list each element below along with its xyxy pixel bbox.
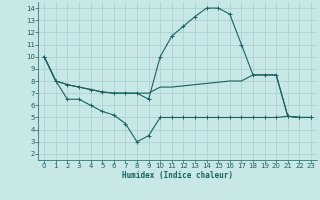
X-axis label: Humidex (Indice chaleur): Humidex (Indice chaleur) — [122, 171, 233, 180]
